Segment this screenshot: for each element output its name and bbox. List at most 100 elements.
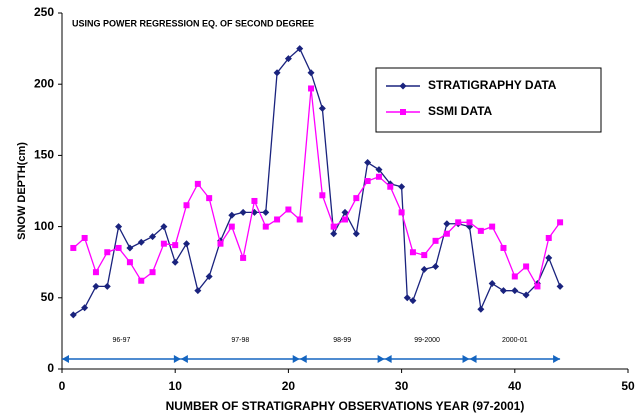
x-tick-label: 0 bbox=[59, 379, 66, 393]
x-tick-label: 10 bbox=[169, 379, 183, 393]
y-tick-label: 200 bbox=[34, 76, 54, 90]
arrow-head bbox=[180, 355, 188, 364]
data-point bbox=[137, 238, 145, 246]
data-point bbox=[296, 45, 304, 53]
data-point bbox=[284, 55, 292, 63]
data-point bbox=[545, 234, 552, 241]
data-point bbox=[477, 227, 484, 234]
data-point bbox=[500, 244, 507, 251]
legend-label: SSMI DATA bbox=[428, 104, 493, 118]
data-point bbox=[70, 244, 77, 251]
data-point bbox=[511, 287, 519, 295]
data-point bbox=[228, 223, 235, 230]
data-point bbox=[557, 219, 564, 226]
data-point bbox=[160, 223, 168, 231]
data-point bbox=[534, 283, 541, 290]
data-point bbox=[556, 282, 564, 290]
period-label: 98-99 bbox=[333, 337, 351, 344]
data-point bbox=[545, 254, 553, 262]
data-point bbox=[172, 242, 179, 249]
data-point bbox=[194, 287, 202, 295]
data-point bbox=[262, 208, 270, 216]
data-point bbox=[488, 280, 496, 288]
data-point bbox=[409, 249, 416, 256]
legend-marker bbox=[400, 109, 406, 115]
data-point bbox=[523, 263, 530, 270]
data-point bbox=[432, 262, 440, 270]
legend-box bbox=[375, 67, 602, 133]
x-tick-label: 40 bbox=[508, 379, 522, 393]
data-point bbox=[81, 234, 88, 241]
arrow-head bbox=[553, 355, 561, 364]
x-tick-label: 50 bbox=[621, 379, 635, 393]
data-point bbox=[342, 216, 348, 223]
data-point bbox=[217, 240, 224, 247]
legend-marker bbox=[399, 82, 407, 90]
y-axis-label: SNOW DEPTH(cm) bbox=[16, 142, 28, 240]
x-axis-label: NUMBER OF STRATIGRAPHY OBSERVATIONS YEAR… bbox=[166, 399, 525, 413]
data-point bbox=[421, 252, 428, 259]
data-point bbox=[206, 195, 213, 202]
data-point bbox=[330, 230, 338, 238]
data-point bbox=[251, 197, 258, 204]
data-point bbox=[398, 183, 406, 191]
arrow-head bbox=[469, 355, 477, 364]
arrow-head bbox=[62, 355, 69, 364]
data-point bbox=[522, 291, 530, 299]
data-point bbox=[455, 219, 462, 226]
data-point bbox=[420, 265, 428, 273]
data-point bbox=[352, 230, 360, 238]
data-point bbox=[240, 254, 247, 261]
data-point bbox=[149, 269, 156, 276]
data-point bbox=[103, 282, 111, 290]
data-point bbox=[274, 216, 281, 223]
data-point bbox=[104, 249, 111, 256]
arrow-head bbox=[173, 355, 181, 364]
chart-title: USING POWER REGRESSION EQ. OF SECOND DEG… bbox=[72, 18, 314, 28]
data-point bbox=[499, 287, 507, 295]
data-point bbox=[285, 206, 292, 213]
data-point bbox=[126, 259, 133, 266]
data-point bbox=[443, 220, 451, 228]
period-label: 97-98 bbox=[231, 337, 249, 344]
arrow-head bbox=[299, 355, 307, 364]
data-point bbox=[183, 240, 191, 248]
data-point bbox=[262, 223, 269, 230]
data-point bbox=[318, 104, 326, 112]
data-point bbox=[273, 69, 281, 77]
data-point bbox=[364, 178, 371, 185]
y-tick-label: 100 bbox=[34, 219, 54, 233]
data-point bbox=[205, 272, 213, 280]
data-point bbox=[81, 304, 89, 312]
x-tick-label: 20 bbox=[282, 379, 296, 393]
period-label: 96-97 bbox=[112, 337, 130, 344]
data-point bbox=[228, 211, 236, 219]
data-point bbox=[296, 216, 303, 223]
arrow-head bbox=[292, 355, 300, 364]
data-point bbox=[511, 273, 518, 280]
data-point bbox=[341, 208, 349, 216]
legend-label: STRATIGRAPHY DATA bbox=[428, 78, 557, 92]
data-point bbox=[92, 269, 99, 276]
data-point bbox=[375, 173, 382, 180]
data-point bbox=[126, 244, 134, 252]
data-point bbox=[115, 223, 123, 231]
data-point bbox=[443, 230, 450, 237]
data-point bbox=[115, 244, 122, 251]
data-point bbox=[149, 233, 157, 241]
x-tick-label: 30 bbox=[395, 379, 409, 393]
data-point bbox=[466, 219, 473, 226]
data-point bbox=[239, 208, 247, 216]
data-point bbox=[364, 159, 372, 167]
data-point bbox=[477, 305, 485, 313]
data-point bbox=[353, 195, 360, 202]
arrow-head bbox=[462, 355, 470, 364]
arrow-head bbox=[384, 355, 392, 364]
y-tick-label: 0 bbox=[47, 361, 54, 375]
period-label: 2000-01 bbox=[502, 337, 528, 344]
data-point bbox=[138, 277, 145, 284]
data-point bbox=[92, 282, 100, 290]
data-point bbox=[183, 202, 190, 209]
data-point bbox=[69, 311, 77, 319]
